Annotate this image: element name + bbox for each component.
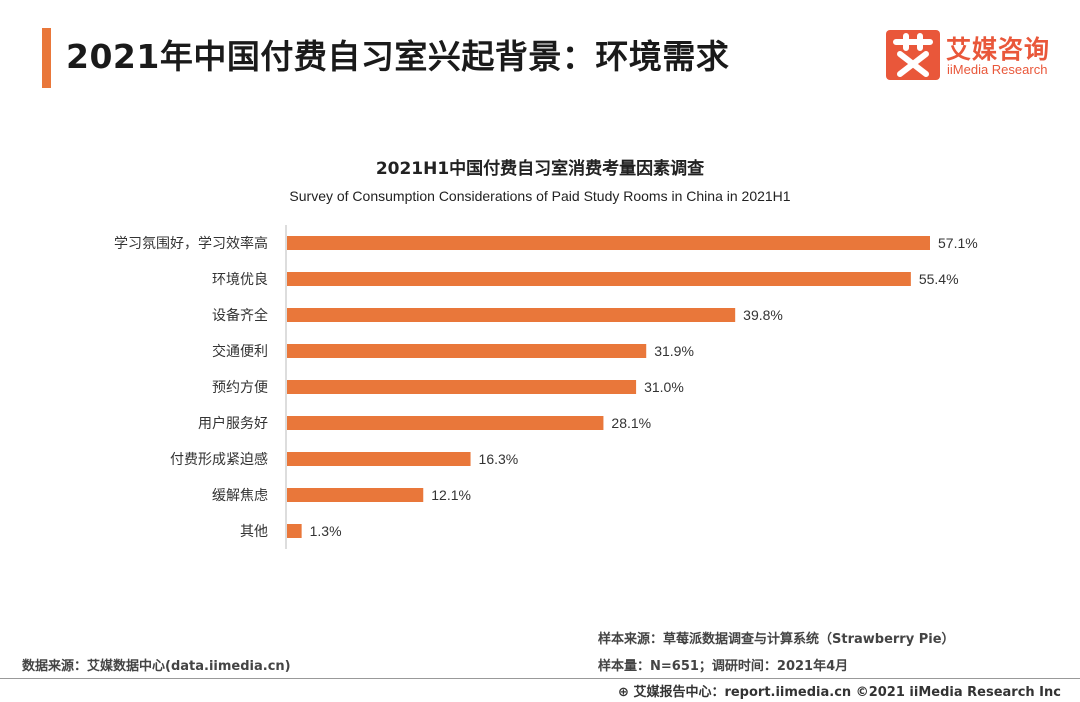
data-label: 12.1% [431, 487, 471, 503]
copyright-text: 艾媒报告中心：report.iimedia.cn ©2021 iiMedia R… [633, 685, 1061, 700]
logo-name: 艾媒咨询 [946, 35, 1051, 64]
sample-size: 样本量：N=651；调研时间：2021年4月 [598, 659, 849, 674]
category-label: 预约方便 [212, 380, 268, 396]
category-label: 学习氛围好，学习效率高 [114, 235, 268, 252]
data-label: 28.1% [611, 415, 651, 431]
bar [287, 236, 930, 250]
bar [287, 344, 647, 358]
title-accent-bar [42, 28, 51, 88]
bar [287, 452, 471, 466]
category-label: 缓解焦虑 [212, 488, 268, 504]
data-label: 31.0% [644, 379, 684, 395]
category-label: 其他 [240, 524, 268, 540]
data-source: 数据来源：艾媒数据中心(data.iimedia.cn) [22, 659, 291, 674]
category-label: 用户服务好 [198, 415, 268, 432]
sample-source: 样本来源：草莓派数据调查与计算系统（Strawberry Pie） [598, 632, 955, 647]
bar [287, 416, 604, 430]
footer-divider [0, 678, 1080, 679]
chart-subtitle: Survey of Consumption Considerations of … [289, 188, 791, 204]
bar [287, 308, 736, 322]
data-label: 16.3% [479, 451, 519, 467]
category-label: 交通便利 [212, 343, 268, 360]
bar [287, 524, 302, 538]
logo-subtitle: iiMedia Research [947, 62, 1048, 77]
footer-copyright: ⊕ 艾媒报告中心：report.iimedia.cn ©2021 iiMedia… [618, 681, 1061, 700]
category-label: 设备齐全 [212, 307, 268, 324]
bar [287, 380, 637, 394]
brand-logo: 艾媒咨询 iiMedia Research [886, 30, 1066, 84]
logo-mark-icon [886, 30, 940, 80]
category-label: 环境优良 [212, 272, 268, 288]
data-label: 1.3% [310, 523, 342, 539]
category-label: 付费形成紧迫感 [170, 451, 268, 468]
chart-title: 2021H1中国付费自习室消费考量因素调查 [375, 159, 705, 179]
data-label: 39.8% [743, 307, 783, 323]
data-label: 31.9% [654, 343, 694, 359]
page-title: 2021年中国付费自习室兴起背景：环境需求 [66, 37, 730, 76]
data-label: 57.1% [938, 235, 978, 251]
globe-icon: ⊕ [618, 685, 629, 700]
bar [287, 488, 424, 502]
data-label: 55.4% [919, 271, 959, 287]
bar [287, 272, 911, 286]
